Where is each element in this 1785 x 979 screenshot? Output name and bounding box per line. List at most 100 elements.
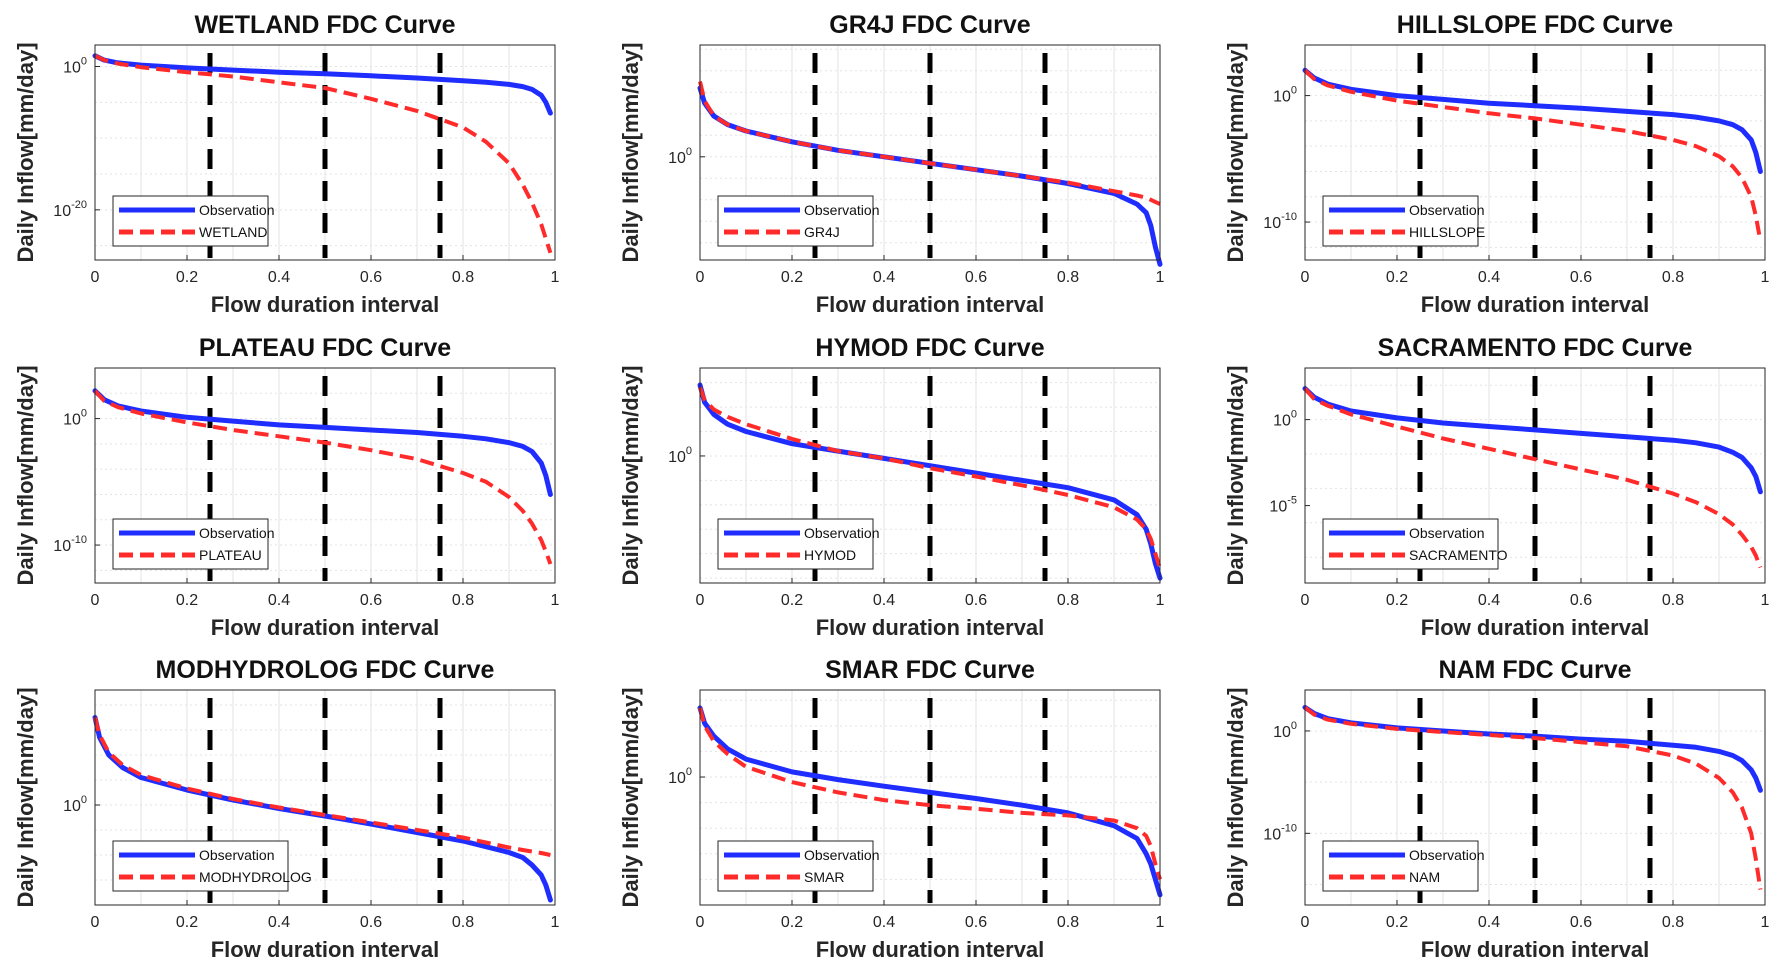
y-axis-label: Daily Inflow[mm/day] xyxy=(1223,42,1248,262)
x-tick-label: 0.6 xyxy=(965,592,987,609)
axes-box xyxy=(699,689,1161,906)
y-axis-label: Daily Inflow[mm/day] xyxy=(618,365,643,585)
x-tick-label: 0.8 xyxy=(1662,269,1684,286)
legend-label-observation: Observation xyxy=(199,525,274,541)
series-model xyxy=(1303,68,1763,242)
axes-box xyxy=(94,367,556,584)
legend-label-observation: Observation xyxy=(1409,525,1484,541)
legend-box xyxy=(717,518,874,570)
y-tick-base: 10 xyxy=(1273,89,1291,106)
y-tick-exponent: -10 xyxy=(71,534,87,546)
x-tick-label: 0.6 xyxy=(965,914,987,931)
y-tick-label: 10-10 xyxy=(53,534,87,555)
x-tick-label: 0.8 xyxy=(1662,592,1684,609)
x-tick-label: 1 xyxy=(551,269,560,286)
subplot-title: HILLSLOPE FDC Curve xyxy=(1397,11,1674,39)
x-axis-label: Flow duration interval xyxy=(816,292,1045,317)
legend-box xyxy=(1322,518,1499,570)
x-tick-label: 0 xyxy=(91,269,100,286)
x-tick-label: 0 xyxy=(696,914,705,931)
y-tick-base: 10 xyxy=(53,203,71,220)
x-tick-label: 0 xyxy=(91,914,100,931)
x-tick-label: 0 xyxy=(91,592,100,609)
subplot-title: SACRAMENTO FDC Curve xyxy=(1378,334,1693,362)
y-axis-label: Daily Inflow[mm/day] xyxy=(13,42,38,262)
legend-box xyxy=(1322,840,1479,892)
subplot-title: MODHYDROLOG FDC Curve xyxy=(156,656,495,684)
legend-label-model: GR4J xyxy=(804,224,840,240)
subplot-title: HYMOD FDC Curve xyxy=(815,334,1044,362)
x-tick-label: 0.2 xyxy=(781,914,803,931)
y-tick-base: 10 xyxy=(1269,499,1287,516)
y-tick-label: 100 xyxy=(1273,720,1297,741)
legend-box xyxy=(717,840,874,892)
legend-label-observation: Observation xyxy=(804,202,879,218)
y-tick-exponent: 0 xyxy=(686,766,692,778)
legend: Observation SMAR xyxy=(717,840,879,892)
legend-box xyxy=(1322,195,1479,247)
x-tick-label: 0.8 xyxy=(452,269,474,286)
x-tick-label: 0.2 xyxy=(781,269,803,286)
y-tick-label: 100 xyxy=(668,445,692,466)
legend-label-observation: Observation xyxy=(804,847,879,863)
y-tick-base: 10 xyxy=(668,770,686,787)
y-tick-base: 10 xyxy=(1273,724,1291,741)
x-axis-label: Flow duration interval xyxy=(1421,292,1650,317)
x-tick-label: 0 xyxy=(1301,269,1310,286)
x-tick-label: 0 xyxy=(696,269,705,286)
y-tick-exponent: 0 xyxy=(686,146,692,158)
y-axis-label: Daily Inflow[mm/day] xyxy=(1223,365,1248,585)
legend-label-model: MODHYDROLOG xyxy=(199,869,312,885)
x-tick-label: 0.8 xyxy=(1057,914,1079,931)
x-tick-label: 0.4 xyxy=(268,914,290,931)
x-tick-label: 0.4 xyxy=(268,269,290,286)
legend-label-observation: Observation xyxy=(804,525,879,541)
subplot-title: PLATEAU FDC Curve xyxy=(199,334,451,362)
y-tick-label: 100 xyxy=(668,766,692,787)
legend-label-model: SACRAMENTO xyxy=(1409,547,1508,563)
x-tick-label: 0.2 xyxy=(176,592,198,609)
x-tick-label: 0.4 xyxy=(873,592,895,609)
axes-box xyxy=(94,689,556,906)
legend-label-model: HYMOD xyxy=(804,547,856,563)
x-tick-label: 0.6 xyxy=(360,592,382,609)
y-tick-base: 10 xyxy=(53,538,71,555)
x-axis-label: Flow duration interval xyxy=(816,937,1045,962)
x-tick-label: 0.8 xyxy=(452,914,474,931)
y-tick-base: 10 xyxy=(1263,826,1281,843)
y-tick-base: 10 xyxy=(63,60,81,77)
y-axis-label: Daily Inflow[mm/day] xyxy=(13,687,38,907)
legend-label-observation: Observation xyxy=(1409,847,1484,863)
y-tick-exponent: -10 xyxy=(1281,211,1297,223)
legend-label-model: WETLAND xyxy=(199,224,267,240)
legend: Observation HILLSLOPE xyxy=(1322,195,1485,247)
series-model xyxy=(698,386,1162,569)
axes-box xyxy=(1304,44,1766,261)
series-observation xyxy=(697,382,1163,581)
legend-label-model: NAM xyxy=(1409,869,1440,885)
x-tick-label: 0.6 xyxy=(360,914,382,931)
axes-box xyxy=(699,44,1161,261)
x-tick-label: 0.6 xyxy=(1570,592,1592,609)
series-model xyxy=(1303,387,1763,569)
series-model xyxy=(93,389,553,565)
x-axis-label: Flow duration interval xyxy=(1421,937,1650,962)
x-tick-label: 0.2 xyxy=(1386,914,1408,931)
legend-label-model: SMAR xyxy=(804,869,844,885)
y-tick-exponent: 0 xyxy=(1291,720,1297,732)
x-tick-label: 0.4 xyxy=(1478,269,1500,286)
x-axis-label: Flow duration interval xyxy=(1421,615,1650,640)
y-tick-label: 10-20 xyxy=(53,199,87,220)
x-tick-label: 0.6 xyxy=(965,269,987,286)
x-tick-label: 0.2 xyxy=(176,269,198,286)
legend-label-model: HILLSLOPE xyxy=(1409,224,1485,240)
x-tick-label: 1 xyxy=(551,914,560,931)
x-axis-label: Flow duration interval xyxy=(816,615,1045,640)
y-tick-exponent: -20 xyxy=(71,199,87,211)
